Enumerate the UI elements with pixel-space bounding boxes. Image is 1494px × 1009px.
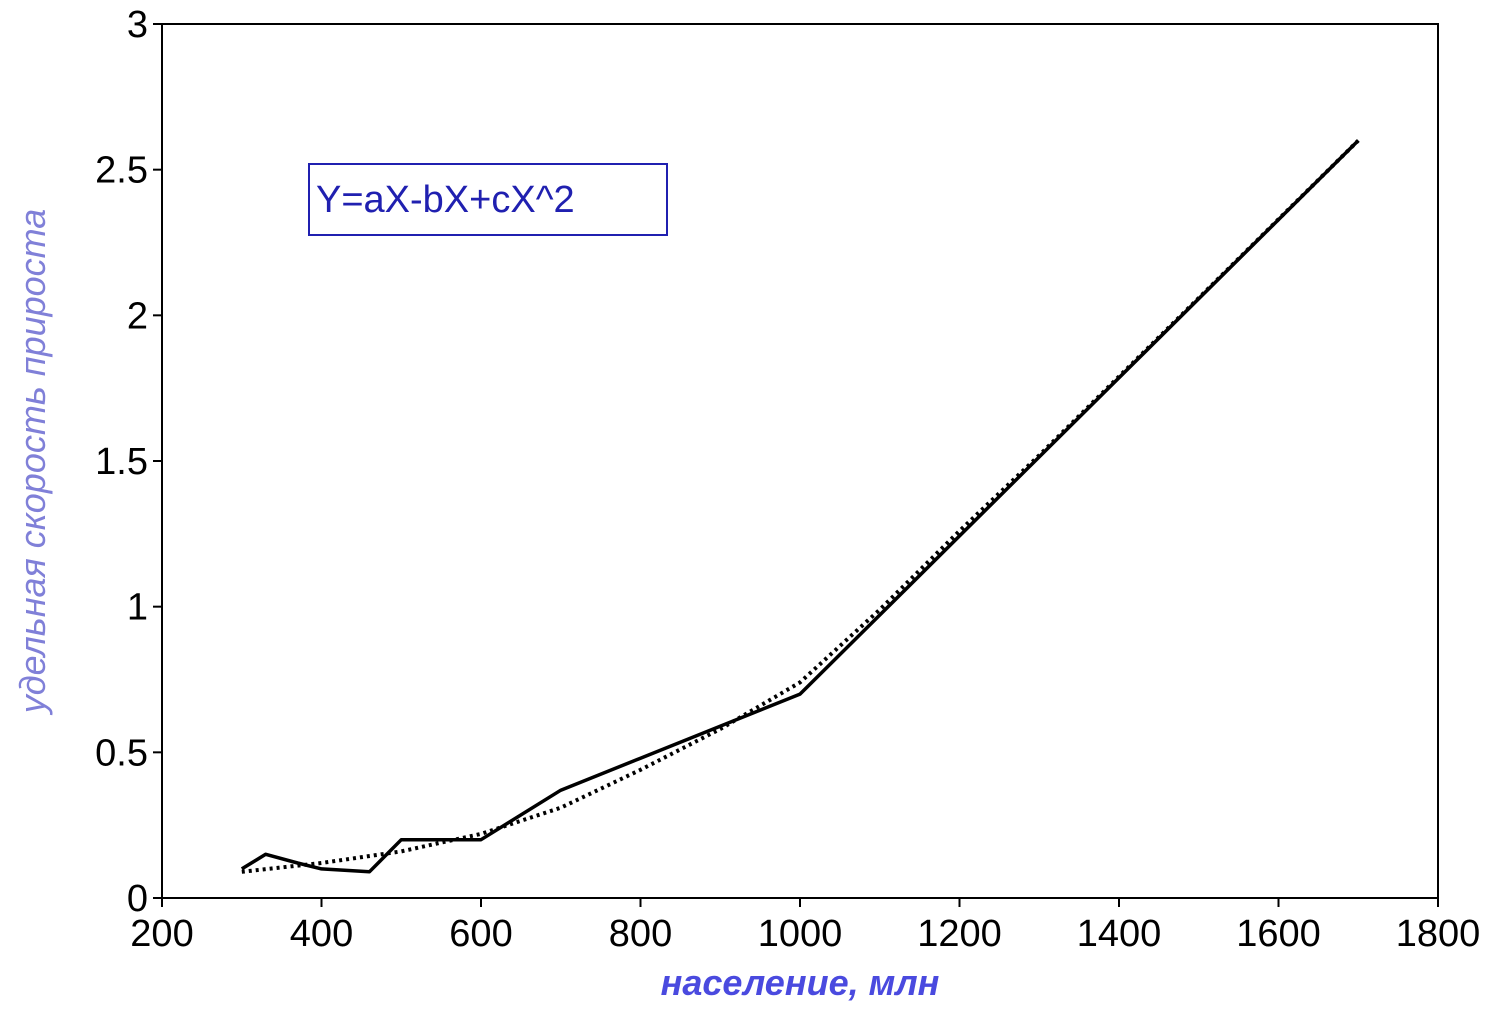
- y-tick-label: 2: [127, 295, 148, 337]
- x-tick-label: 200: [130, 913, 193, 955]
- plot-area-frame: [161, 23, 1439, 899]
- y-tick-label: 0: [127, 878, 148, 920]
- x-tick-label: 600: [449, 913, 512, 955]
- y-tick-label: 2.5: [95, 150, 148, 192]
- y-tick-label: 0.5: [95, 732, 148, 774]
- series-line-dotted: [241, 139, 1360, 874]
- x-axis-title: население, млн: [661, 962, 940, 1003]
- y-axis-title: удельная скорость прироста: [12, 209, 53, 717]
- x-axis: 200 400 600 800 1000 1200 1400 1600 1800: [130, 898, 1480, 955]
- y-tick-label: 1.5: [95, 441, 148, 483]
- equation-annotation-box: [308, 163, 668, 236]
- x-tick-label: 1400: [1077, 913, 1162, 955]
- x-tick-label: 400: [290, 913, 353, 955]
- y-tick-label: 3: [127, 4, 148, 46]
- series-layer: [240, 139, 1360, 874]
- equation-annotation: Y=aX-bX+cX^2: [316, 179, 575, 221]
- x-tick-label: 1800: [1396, 913, 1481, 955]
- y-axis: 0 0.5 1 1.5 2 2.5 3: [95, 4, 162, 920]
- series-line-solid: [240, 139, 1360, 874]
- x-tick-label: 1000: [758, 913, 843, 955]
- x-tick-label: 800: [609, 913, 672, 955]
- x-tick-label: 1200: [917, 913, 1002, 955]
- x-tick-label: 1600: [1236, 913, 1321, 955]
- y-tick-label: 1: [127, 587, 148, 629]
